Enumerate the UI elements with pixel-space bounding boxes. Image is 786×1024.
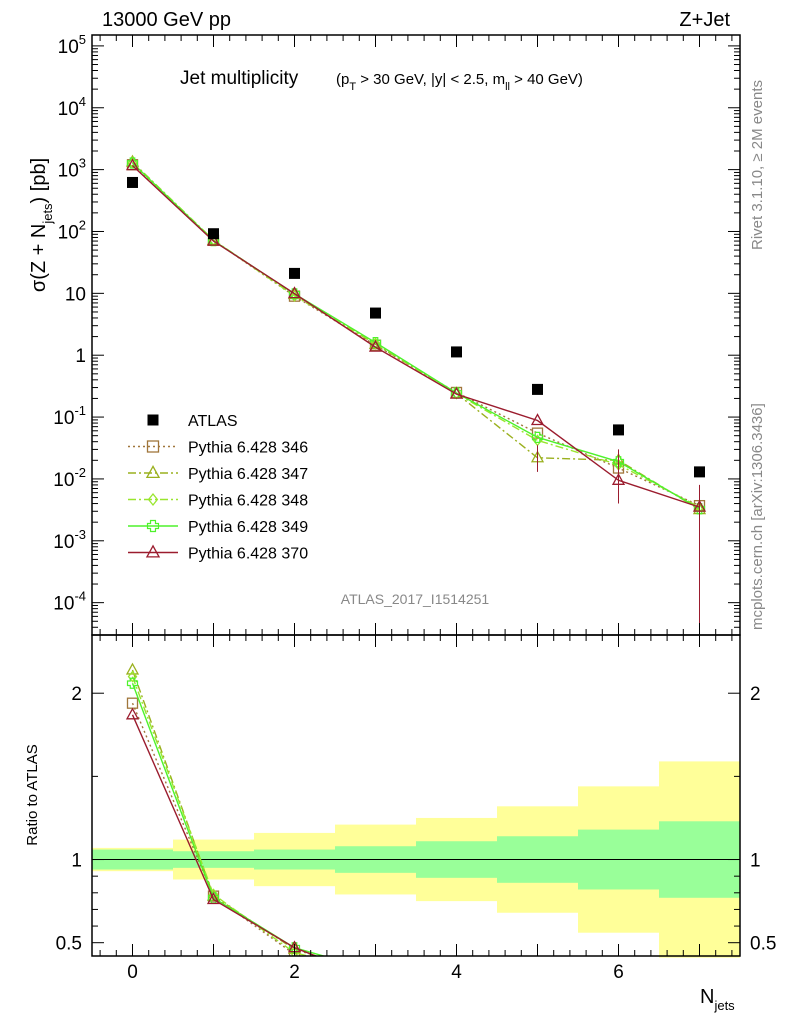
ratio-y-tick-label-right: 2 (750, 684, 761, 705)
mc-line-2 (132, 161, 700, 511)
mc-ratio-point-4 (126, 677, 139, 689)
legend-marker (145, 465, 161, 479)
mc-ratio-point-5 (694, 975, 705, 985)
main-y-tick-label: 10-3 (53, 527, 86, 553)
atlas-data-point (694, 466, 705, 478)
main-y-tick-label: 102 (58, 217, 86, 243)
main-y-tick-label: 10-4 (53, 589, 86, 615)
legend-atlas-marker (147, 414, 159, 426)
mc-ratio-point-1 (371, 971, 381, 981)
mc-point-5 (125, 158, 140, 171)
ratio-y-axis-label: Ratio to ATLAS (24, 744, 41, 845)
mc-ratio-point-2 (125, 662, 140, 675)
mc-ratio-point-3 (372, 968, 380, 978)
ratio-plot-frame (91, 634, 741, 957)
mc-point-5 (287, 286, 302, 299)
mc-point-4 (369, 336, 382, 349)
atlas-data-point (451, 346, 462, 358)
mc-point-5 (530, 413, 545, 426)
mc-ratio-line-4 (131, 682, 326, 956)
main-y-tick-label: 10-1 (53, 403, 86, 429)
main-y-tick-label: 104 (58, 94, 86, 120)
legend-label: Pythia 6.428 370 (188, 546, 308, 563)
main-y-axis-label: σ(Z + Njets) [pb] (28, 158, 55, 292)
side-version-label: Rivet 3.1.10, ≥ 2M events (749, 80, 766, 250)
ratio-y-tick-label-left: 1 (71, 851, 82, 872)
main-y-tick-label: 10-2 (53, 465, 86, 491)
mc-ratio-point-5 (370, 973, 381, 983)
mc-ratio-point-1 (695, 974, 705, 984)
mc-ratio-point-5 (206, 892, 221, 905)
main-y-tick-label: 105 (58, 32, 86, 58)
mc-ratio-point-4 (371, 966, 381, 976)
chart-title: Jet multiplicity (180, 68, 299, 89)
mc-ratio-point-4 (207, 892, 220, 904)
ratio-y-tick-label-left: 2 (71, 684, 82, 705)
mc-ratio-point-5 (451, 985, 462, 995)
main-y-tick-label: 10 (65, 284, 86, 305)
atlas-data-point (370, 307, 381, 319)
mc-ratio-point-3 (534, 996, 542, 1006)
atlas-data-point (208, 228, 219, 240)
legend-label: Pythia 6.428 347 (188, 466, 308, 483)
mc-point-4 (612, 456, 625, 468)
mc-point-5 (368, 339, 383, 352)
atlas-data-point (289, 267, 300, 279)
mc-ratio-point-2 (370, 968, 381, 978)
ratio-y-tick-label-right: 0.5 (750, 934, 776, 955)
legend-label: Pythia 6.428 348 (188, 493, 308, 510)
legend-label: Pythia 6.428 349 (188, 519, 308, 536)
x-tick-label: 4 (451, 962, 462, 983)
main-y-tick-label: 103 (58, 156, 86, 182)
mc-line-5 (132, 165, 700, 508)
legend-label: ATLAS (188, 413, 238, 430)
atlas-data-point (613, 424, 624, 436)
mc-ratio-line-2 (131, 669, 319, 956)
atlas-data-point (532, 383, 543, 395)
ratio-y-tick-label-right: 1 (750, 851, 761, 872)
legend-marker (145, 544, 161, 558)
chart-title-cuts: (pT > 30 GeV, |y| < 2.5, mll > 40 GeV) (336, 71, 583, 93)
header-energy-label: 13000 GeV pp (102, 9, 231, 31)
analysis-watermark: ATLAS_2017_I1514251 (341, 591, 490, 607)
mc-ratio-point-4 (452, 984, 462, 994)
x-axis-label: Njets (700, 986, 735, 1013)
legend-marker (146, 440, 160, 453)
mc-ratio-point-5 (125, 707, 140, 720)
mc-ratio-point-2 (532, 1007, 543, 1017)
mc-line-4 (132, 162, 700, 510)
mc-point-4 (531, 431, 544, 443)
mc-point-5 (206, 233, 221, 246)
mc-point-3 (289, 289, 300, 302)
x-tick-label: 6 (613, 962, 624, 983)
mc-point-5 (449, 386, 464, 399)
mc-ratio-point-1 (533, 988, 543, 998)
mc-ratio-point-4 (533, 993, 543, 1003)
mc-ratio-point-5 (613, 995, 624, 1005)
mc-ratio-point-2 (451, 985, 462, 995)
mc-ratio-point-3 (696, 976, 704, 986)
side-source-label: mcplots.cern.ch [arXiv:1306.3436] (749, 403, 766, 630)
x-tick-label: 2 (289, 962, 300, 983)
mc-ratio-point-3 (127, 670, 138, 683)
mc-ratio-point-5 (532, 968, 543, 978)
mc-ratio-point-1 (452, 984, 462, 994)
legend-marker (146, 519, 160, 533)
mc-ratio-point-3 (453, 986, 461, 996)
legend-marker (147, 492, 159, 507)
ratio-y-tick-label-left: 0.5 (56, 934, 82, 955)
header-process-label: Z+Jet (679, 9, 730, 31)
x-tick-label: 0 (127, 962, 138, 983)
mc-ratio-line-5 (131, 714, 318, 956)
mc-point-1 (531, 427, 544, 439)
atlas-data-point (127, 176, 138, 188)
main-y-tick-label: 1 (75, 346, 86, 367)
legend-label: Pythia 6.428 346 (188, 440, 308, 457)
